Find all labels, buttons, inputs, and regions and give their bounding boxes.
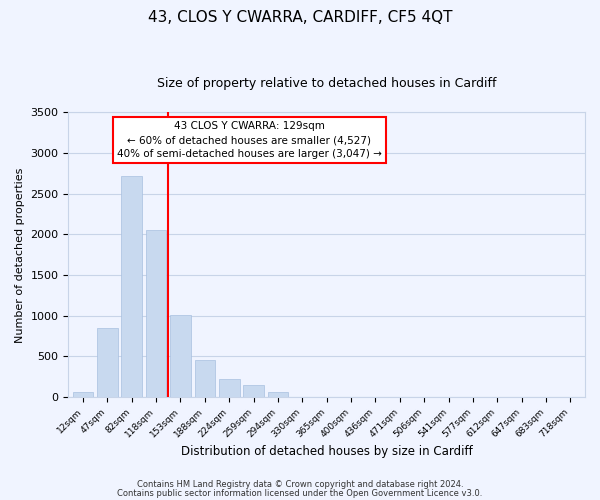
Bar (121, 176, 142, 397)
Bar (73, 392, 94, 397)
Bar (243, 386, 264, 397)
Text: Contains public sector information licensed under the Open Government Licence v3: Contains public sector information licen… (118, 488, 482, 498)
Text: Contains HM Land Registry data © Crown copyright and database right 2024.: Contains HM Land Registry data © Crown c… (137, 480, 463, 489)
Text: 43, CLOS Y CWARRA, CARDIFF, CF5 4QT: 43, CLOS Y CWARRA, CARDIFF, CF5 4QT (148, 10, 452, 25)
Bar (170, 315, 191, 397)
Y-axis label: Number of detached properties: Number of detached properties (15, 167, 25, 342)
Title: Size of property relative to detached houses in Cardiff: Size of property relative to detached ho… (157, 78, 496, 90)
Bar (194, 360, 215, 397)
Text: 43 CLOS Y CWARRA: 129sqm
← 60% of detached houses are smaller (4,527)
40% of sem: 43 CLOS Y CWARRA: 129sqm ← 60% of detach… (117, 121, 382, 159)
Bar (219, 379, 239, 397)
Bar (97, 328, 118, 397)
Bar (268, 392, 289, 397)
Bar (146, 230, 166, 397)
X-axis label: Distribution of detached houses by size in Cardiff: Distribution of detached houses by size … (181, 444, 473, 458)
